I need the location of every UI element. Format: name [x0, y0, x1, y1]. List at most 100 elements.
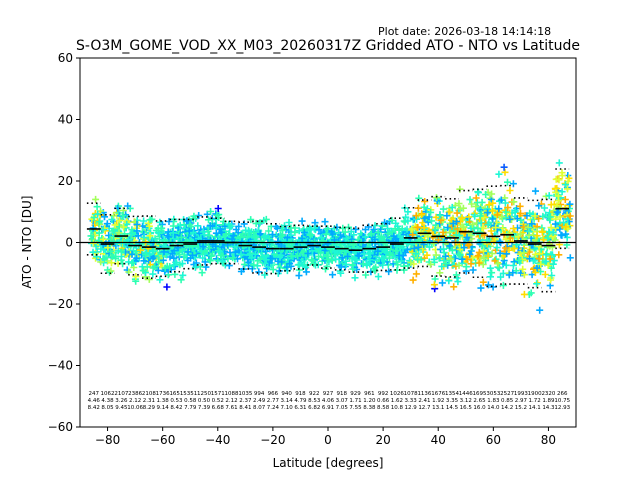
- data-point: [333, 223, 341, 231]
- data-point: [463, 233, 471, 241]
- data-point: [504, 178, 511, 186]
- chart-title: S-O3M_GOME_VOD_XX_M03_20260317Z Gridded …: [76, 38, 580, 54]
- data-point: [431, 226, 439, 234]
- data-point: [506, 187, 514, 194]
- data-point: [323, 253, 331, 261]
- data-point: [277, 252, 285, 259]
- data-point: [516, 202, 524, 210]
- data-point: [283, 234, 291, 242]
- bin-stat-label: 7.55: [349, 405, 362, 411]
- data-point: [329, 271, 336, 279]
- data-point: [218, 257, 226, 265]
- bin-stat-label: 9.14: [157, 405, 170, 411]
- data-point: [503, 250, 511, 258]
- data-point: [145, 219, 153, 227]
- data-point: [493, 211, 501, 219]
- data-point: [311, 219, 319, 227]
- data-point: [114, 247, 122, 255]
- bin-stat-label: 918: [295, 391, 306, 397]
- data-point: [112, 252, 120, 260]
- data-point: [505, 271, 513, 279]
- x-tick-label: 0: [324, 433, 332, 447]
- bin-stat-label: 3.12: [460, 398, 472, 404]
- data-point: [475, 189, 482, 197]
- data-point: [520, 271, 528, 279]
- data-point: [104, 266, 112, 274]
- data-point: [392, 247, 400, 255]
- data-point: [488, 190, 496, 198]
- data-point: [448, 203, 456, 211]
- data-point: [141, 251, 149, 258]
- bin-stat-label: 8.42: [170, 405, 182, 411]
- data-point: [170, 254, 178, 262]
- bin-stat-label: 6.68: [212, 405, 225, 411]
- data-point: [558, 172, 566, 180]
- data-point: [258, 237, 266, 245]
- bin-stat-label: 0.85: [501, 398, 514, 404]
- data-point: [502, 261, 510, 269]
- bin-stat-label: 2320: [541, 391, 555, 397]
- data-point: [265, 235, 273, 243]
- y-tick-label: −40: [48, 359, 73, 373]
- bin-stat-label: 1736: [156, 391, 170, 397]
- x-tick-label: −40: [205, 433, 230, 447]
- data-point: [548, 272, 556, 279]
- data-point: [494, 260, 502, 268]
- data-point: [381, 218, 389, 226]
- data-point: [504, 204, 512, 212]
- x-tick-label: 40: [431, 433, 446, 447]
- data-point: [137, 246, 144, 254]
- data-point: [218, 228, 226, 236]
- data-point: [242, 226, 250, 234]
- data-point: [499, 281, 507, 289]
- data-point: [506, 234, 514, 242]
- data-point: [360, 250, 368, 258]
- data-point: [321, 247, 329, 254]
- data-point: [399, 245, 407, 252]
- data-point: [407, 258, 415, 266]
- data-point: [442, 252, 450, 260]
- data-point: [489, 199, 497, 207]
- data-point: [433, 194, 440, 202]
- data-point: [232, 226, 240, 233]
- data-point: [133, 220, 141, 228]
- x-tick-label: −20: [260, 433, 285, 447]
- bin-stat-label: 994: [254, 391, 265, 397]
- data-point: [386, 252, 394, 259]
- data-point: [566, 200, 574, 208]
- data-point: [362, 233, 369, 241]
- bin-stat-label: 1446: [459, 391, 473, 397]
- bin-stat-label: 1.89: [542, 398, 555, 404]
- bin-stat-label: 1078: [404, 391, 418, 397]
- data-point: [510, 198, 518, 206]
- data-point: [374, 229, 382, 236]
- data-point: [194, 222, 202, 230]
- data-point: [410, 245, 418, 253]
- data-point: [212, 210, 220, 218]
- data-point: [517, 216, 525, 224]
- data-point: [300, 229, 308, 237]
- bin-stat-label: 15.2: [515, 405, 527, 411]
- data-point: [389, 228, 397, 236]
- bin-stat-label: 1035: [238, 391, 252, 397]
- bin-stat-label: 0.50: [198, 398, 211, 404]
- data-point: [347, 228, 355, 236]
- data-point: [93, 203, 101, 211]
- data-point: [531, 250, 539, 258]
- data-point: [261, 271, 269, 279]
- data-point: [424, 218, 432, 226]
- data-point: [177, 233, 185, 241]
- data-point: [537, 260, 545, 268]
- data-point: [199, 228, 207, 236]
- data-point: [517, 209, 524, 217]
- data-point: [319, 237, 327, 245]
- data-point: [285, 219, 293, 226]
- data-point: [336, 246, 344, 254]
- bin-stat-label: 266: [557, 391, 568, 397]
- bin-stat-label: 2.12: [129, 398, 141, 404]
- data-point: [344, 252, 352, 260]
- y-tick-label: −20: [48, 297, 73, 311]
- data-point: [529, 257, 537, 265]
- bin-stat-label: 2.65: [473, 398, 486, 404]
- data-point: [87, 232, 95, 240]
